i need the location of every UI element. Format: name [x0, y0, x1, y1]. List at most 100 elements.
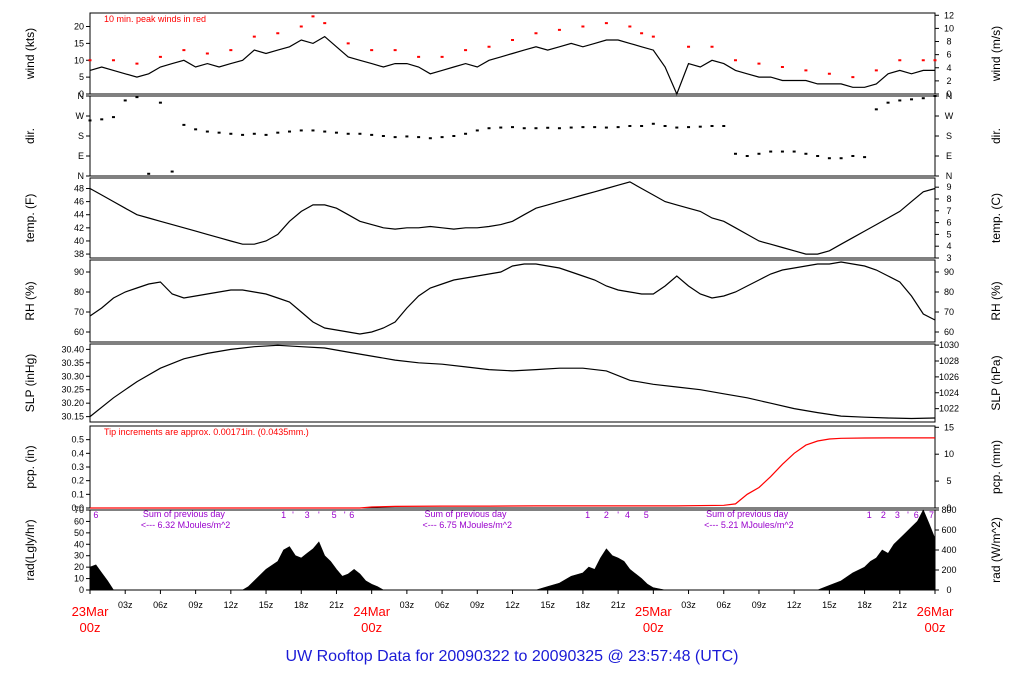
peak-wind-point [628, 25, 632, 28]
peak-wind-point [299, 25, 303, 28]
direction-point [687, 126, 691, 129]
direction-point [874, 108, 878, 111]
direction-point [217, 131, 221, 134]
direction-point [111, 116, 115, 119]
peak-wind-point [440, 55, 444, 58]
hour-index-mark: 5 [644, 510, 649, 520]
direction-point [487, 127, 491, 130]
right-tick-label: 7 [946, 206, 951, 216]
left-tick-label: 90 [74, 267, 84, 277]
peak-wind-point [604, 22, 608, 25]
peak-wind-point [921, 59, 925, 62]
left-tick-label: N [78, 91, 85, 101]
ylabel-right: rad (W/m^2) [989, 517, 1003, 583]
x-tick-label: 21z [893, 600, 908, 610]
right-tick-label: 10 [944, 449, 954, 459]
left-tick-label: 0.2 [71, 476, 84, 486]
direction-point [475, 129, 479, 132]
peak-wind-point [158, 55, 162, 58]
ylabel-right: temp. (C) [989, 193, 1003, 243]
right-tick-label: 1026 [939, 372, 959, 382]
slp-line [89, 344, 936, 420]
right-tick-label: 400 [941, 545, 956, 555]
wind-annotation: 10 min. peak winds in red [104, 14, 206, 24]
left-tick-label: 10 [74, 574, 84, 584]
daily-note: Sum of previous day [143, 509, 226, 519]
right-tick-label: 4 [946, 241, 951, 251]
direction-point [675, 126, 679, 129]
hour-index-mark: 6 [914, 510, 919, 520]
left-tick-label: S [78, 131, 84, 141]
hour-index-mark: 3 [305, 510, 310, 520]
radiation-area [89, 509, 936, 591]
direction-point [205, 130, 209, 133]
direction-point [722, 125, 726, 127]
direction-point [745, 155, 749, 157]
panel-rh: 60 70 80 90 60 70 80 90 RH (%) RH (%) [23, 259, 1003, 343]
daily-note-sum: <--- 5.21 MJoules/m^2 [704, 520, 794, 530]
hour-index-mark: 5 [332, 510, 337, 520]
direction-point [334, 131, 338, 134]
pcp-line [90, 437, 935, 509]
left-tick-label: 30.40 [61, 344, 84, 354]
date-label: 23Mar [72, 604, 110, 619]
peak-wind-point [780, 66, 784, 68]
left-tick-label: 5 [79, 72, 84, 82]
peak-wind-point [464, 49, 468, 52]
hour-index-mark: 6 [349, 510, 354, 520]
figure-title: UW Rooftop Data for 20090322 to 20090325… [285, 648, 739, 665]
right-tick-label: 9 [946, 182, 951, 192]
direction-point [651, 122, 655, 125]
peak-wind-point [557, 28, 561, 31]
direction-point [393, 136, 397, 139]
direction-point [440, 136, 444, 139]
x-tick-label: 03z [400, 600, 415, 610]
direction-point [405, 135, 409, 138]
right-tick-label: 1024 [939, 388, 959, 398]
hour-index-mark: 7 [929, 510, 934, 520]
ylabel-right: pcp. (mm) [989, 440, 1003, 494]
direction-point [323, 130, 327, 133]
hour-index-mark: 2 [604, 510, 609, 520]
left-tick-label: 42 [74, 223, 84, 233]
right-tick-label: 90 [944, 267, 954, 277]
x-tick-label: 12z [224, 600, 239, 610]
daily-note-sum: <--- 6.32 MJoules/m^2 [141, 520, 231, 530]
wind-line [89, 35, 935, 96]
left-tick-label: 30.20 [61, 398, 84, 408]
left-tick-label: 10 [74, 55, 84, 65]
right-tick-label: 5 [946, 229, 951, 239]
x-tick-label: 12z [787, 600, 802, 610]
right-tick-label: 1028 [939, 356, 959, 366]
direction-point [581, 126, 585, 129]
ylabel-left: SLP (inHg) [23, 354, 37, 412]
direction-series [88, 95, 937, 175]
right-tick-label: 1030 [939, 340, 959, 350]
left-tick-label: 30 [74, 551, 84, 561]
ylabel-right: SLP (hPa) [989, 355, 1003, 410]
panel-frame [89, 12, 936, 95]
direction-point [417, 136, 421, 139]
date-time-label: 00z [361, 620, 382, 635]
left-tick-label: 30.35 [61, 358, 84, 368]
direction-point [886, 101, 890, 104]
left-tick-label: 30.15 [61, 412, 84, 422]
peak-wind-point [581, 25, 585, 28]
panel-temp: 38 40 42 44 46 48 3 4 56 7 8 9 temp. (F) temp. (C) [23, 177, 1003, 263]
direction-point [534, 127, 538, 130]
left-tick-label: 15 [74, 38, 84, 48]
direction-point [910, 98, 914, 101]
ylabel-left: rad(Lgly/hr) [23, 519, 37, 580]
right-tick-label: 6 [946, 50, 951, 60]
peak-wind-point [205, 52, 209, 55]
direction-point [839, 157, 843, 160]
right-tick-label: 12 [944, 10, 954, 20]
x-tick-label: 18z [576, 600, 591, 610]
right-tick-label: 6 [946, 218, 951, 228]
hour-index-mark: ' [318, 510, 320, 520]
panel-frame [89, 259, 936, 343]
peak-wind-point [804, 69, 808, 72]
direction-point [804, 152, 808, 155]
right-tick-label: 800 [941, 505, 956, 515]
direction-point [381, 135, 385, 137]
